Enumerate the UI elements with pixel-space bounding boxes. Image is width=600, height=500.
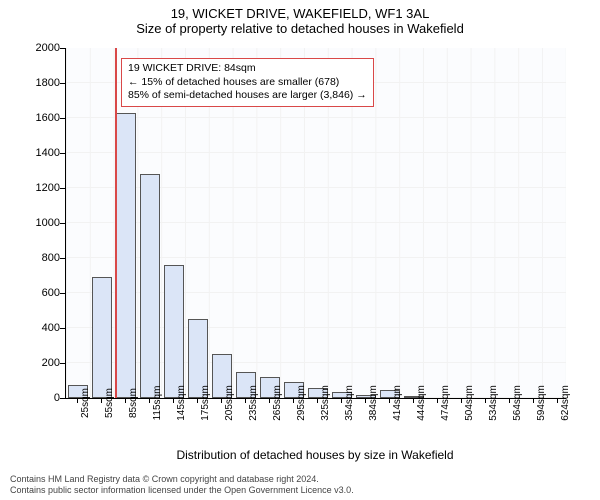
x-tick-label: 414sqm — [392, 385, 403, 421]
x-tick-mark — [485, 398, 486, 403]
property-marker-line — [115, 48, 117, 398]
footer-line2: Contains public sector information licen… — [10, 485, 354, 496]
x-tick-mark — [365, 398, 366, 403]
x-tick-label: 295sqm — [296, 385, 307, 421]
histogram-bar — [92, 277, 112, 398]
x-tick-label: 205sqm — [224, 385, 235, 421]
x-tick-mark — [293, 398, 294, 403]
y-tick-mark — [60, 188, 65, 189]
x-tick-mark — [533, 398, 534, 403]
x-tick-label: 384sqm — [368, 385, 379, 421]
chart-container: 19, WICKET DRIVE, WAKEFIELD, WF1 3AL Siz… — [0, 0, 600, 500]
x-tick-mark — [341, 398, 342, 403]
y-tick-label: 2000 — [20, 42, 60, 54]
chart-area: Number of detached properties 19 WICKET … — [65, 48, 565, 398]
y-tick-label: 600 — [20, 287, 60, 299]
annotation-line3: 85% of semi-detached houses are larger (… — [128, 89, 367, 103]
x-tick-label: 55sqm — [104, 388, 115, 418]
footer-line1: Contains HM Land Registry data © Crown c… — [10, 474, 354, 485]
x-tick-label: 354sqm — [344, 385, 355, 421]
x-tick-mark — [149, 398, 150, 403]
x-tick-label: 534sqm — [488, 385, 499, 421]
address-title: 19, WICKET DRIVE, WAKEFIELD, WF1 3AL — [0, 0, 600, 21]
y-tick-mark — [60, 293, 65, 294]
x-tick-mark — [557, 398, 558, 403]
x-tick-mark — [509, 398, 510, 403]
x-tick-label: 624sqm — [560, 385, 571, 421]
y-tick-mark — [60, 398, 65, 399]
annotation-line2: ← 15% of detached houses are smaller (67… — [128, 76, 367, 90]
annotation-box: 19 WICKET DRIVE: 84sqm← 15% of detached … — [121, 58, 374, 107]
x-tick-mark — [389, 398, 390, 403]
histogram-bar — [140, 174, 160, 398]
x-tick-mark — [413, 398, 414, 403]
y-tick-mark — [60, 118, 65, 119]
x-tick-label: 145sqm — [176, 385, 187, 421]
annotation-line1: 19 WICKET DRIVE: 84sqm — [128, 62, 367, 76]
y-tick-mark — [60, 83, 65, 84]
x-tick-label: 594sqm — [536, 385, 547, 421]
x-tick-mark — [269, 398, 270, 403]
plot-region: 19 WICKET DRIVE: 84sqm← 15% of detached … — [65, 48, 566, 399]
x-tick-label: 474sqm — [440, 385, 451, 421]
y-tick-mark — [60, 48, 65, 49]
y-tick-mark — [60, 153, 65, 154]
footer-attribution: Contains HM Land Registry data © Crown c… — [10, 474, 354, 496]
x-tick-label: 115sqm — [152, 386, 163, 421]
x-tick-label: 444sqm — [416, 385, 427, 421]
x-tick-mark — [317, 398, 318, 403]
x-tick-mark — [221, 398, 222, 403]
x-tick-label: 175sqm — [200, 385, 211, 421]
y-tick-label: 1000 — [20, 217, 60, 229]
x-axis-label: Distribution of detached houses by size … — [65, 448, 565, 462]
histogram-bar — [116, 113, 136, 398]
x-tick-label: 85sqm — [128, 388, 139, 418]
x-tick-label: 235sqm — [248, 385, 259, 421]
x-tick-mark — [245, 398, 246, 403]
x-tick-mark — [461, 398, 462, 403]
y-tick-label: 0 — [20, 392, 60, 404]
x-tick-label: 325sqm — [320, 385, 331, 421]
y-tick-label: 1800 — [20, 77, 60, 89]
x-tick-mark — [437, 398, 438, 403]
y-tick-mark — [60, 328, 65, 329]
y-tick-label: 400 — [20, 322, 60, 334]
y-tick-label: 800 — [20, 252, 60, 264]
x-tick-mark — [77, 398, 78, 403]
y-tick-label: 1200 — [20, 182, 60, 194]
y-tick-mark — [60, 223, 65, 224]
x-tick-label: 504sqm — [464, 385, 475, 421]
y-tick-label: 1600 — [20, 112, 60, 124]
y-tick-label: 1400 — [20, 147, 60, 159]
x-tick-label: 564sqm — [512, 385, 523, 421]
subtitle: Size of property relative to detached ho… — [0, 21, 600, 40]
y-tick-label: 200 — [20, 357, 60, 369]
x-tick-mark — [173, 398, 174, 403]
x-tick-label: 25sqm — [80, 388, 91, 418]
histogram-bar — [164, 265, 184, 398]
x-tick-mark — [197, 398, 198, 403]
x-tick-label: 265sqm — [272, 385, 283, 421]
y-tick-mark — [60, 258, 65, 259]
x-tick-mark — [101, 398, 102, 403]
y-tick-mark — [60, 363, 65, 364]
x-tick-mark — [125, 398, 126, 403]
